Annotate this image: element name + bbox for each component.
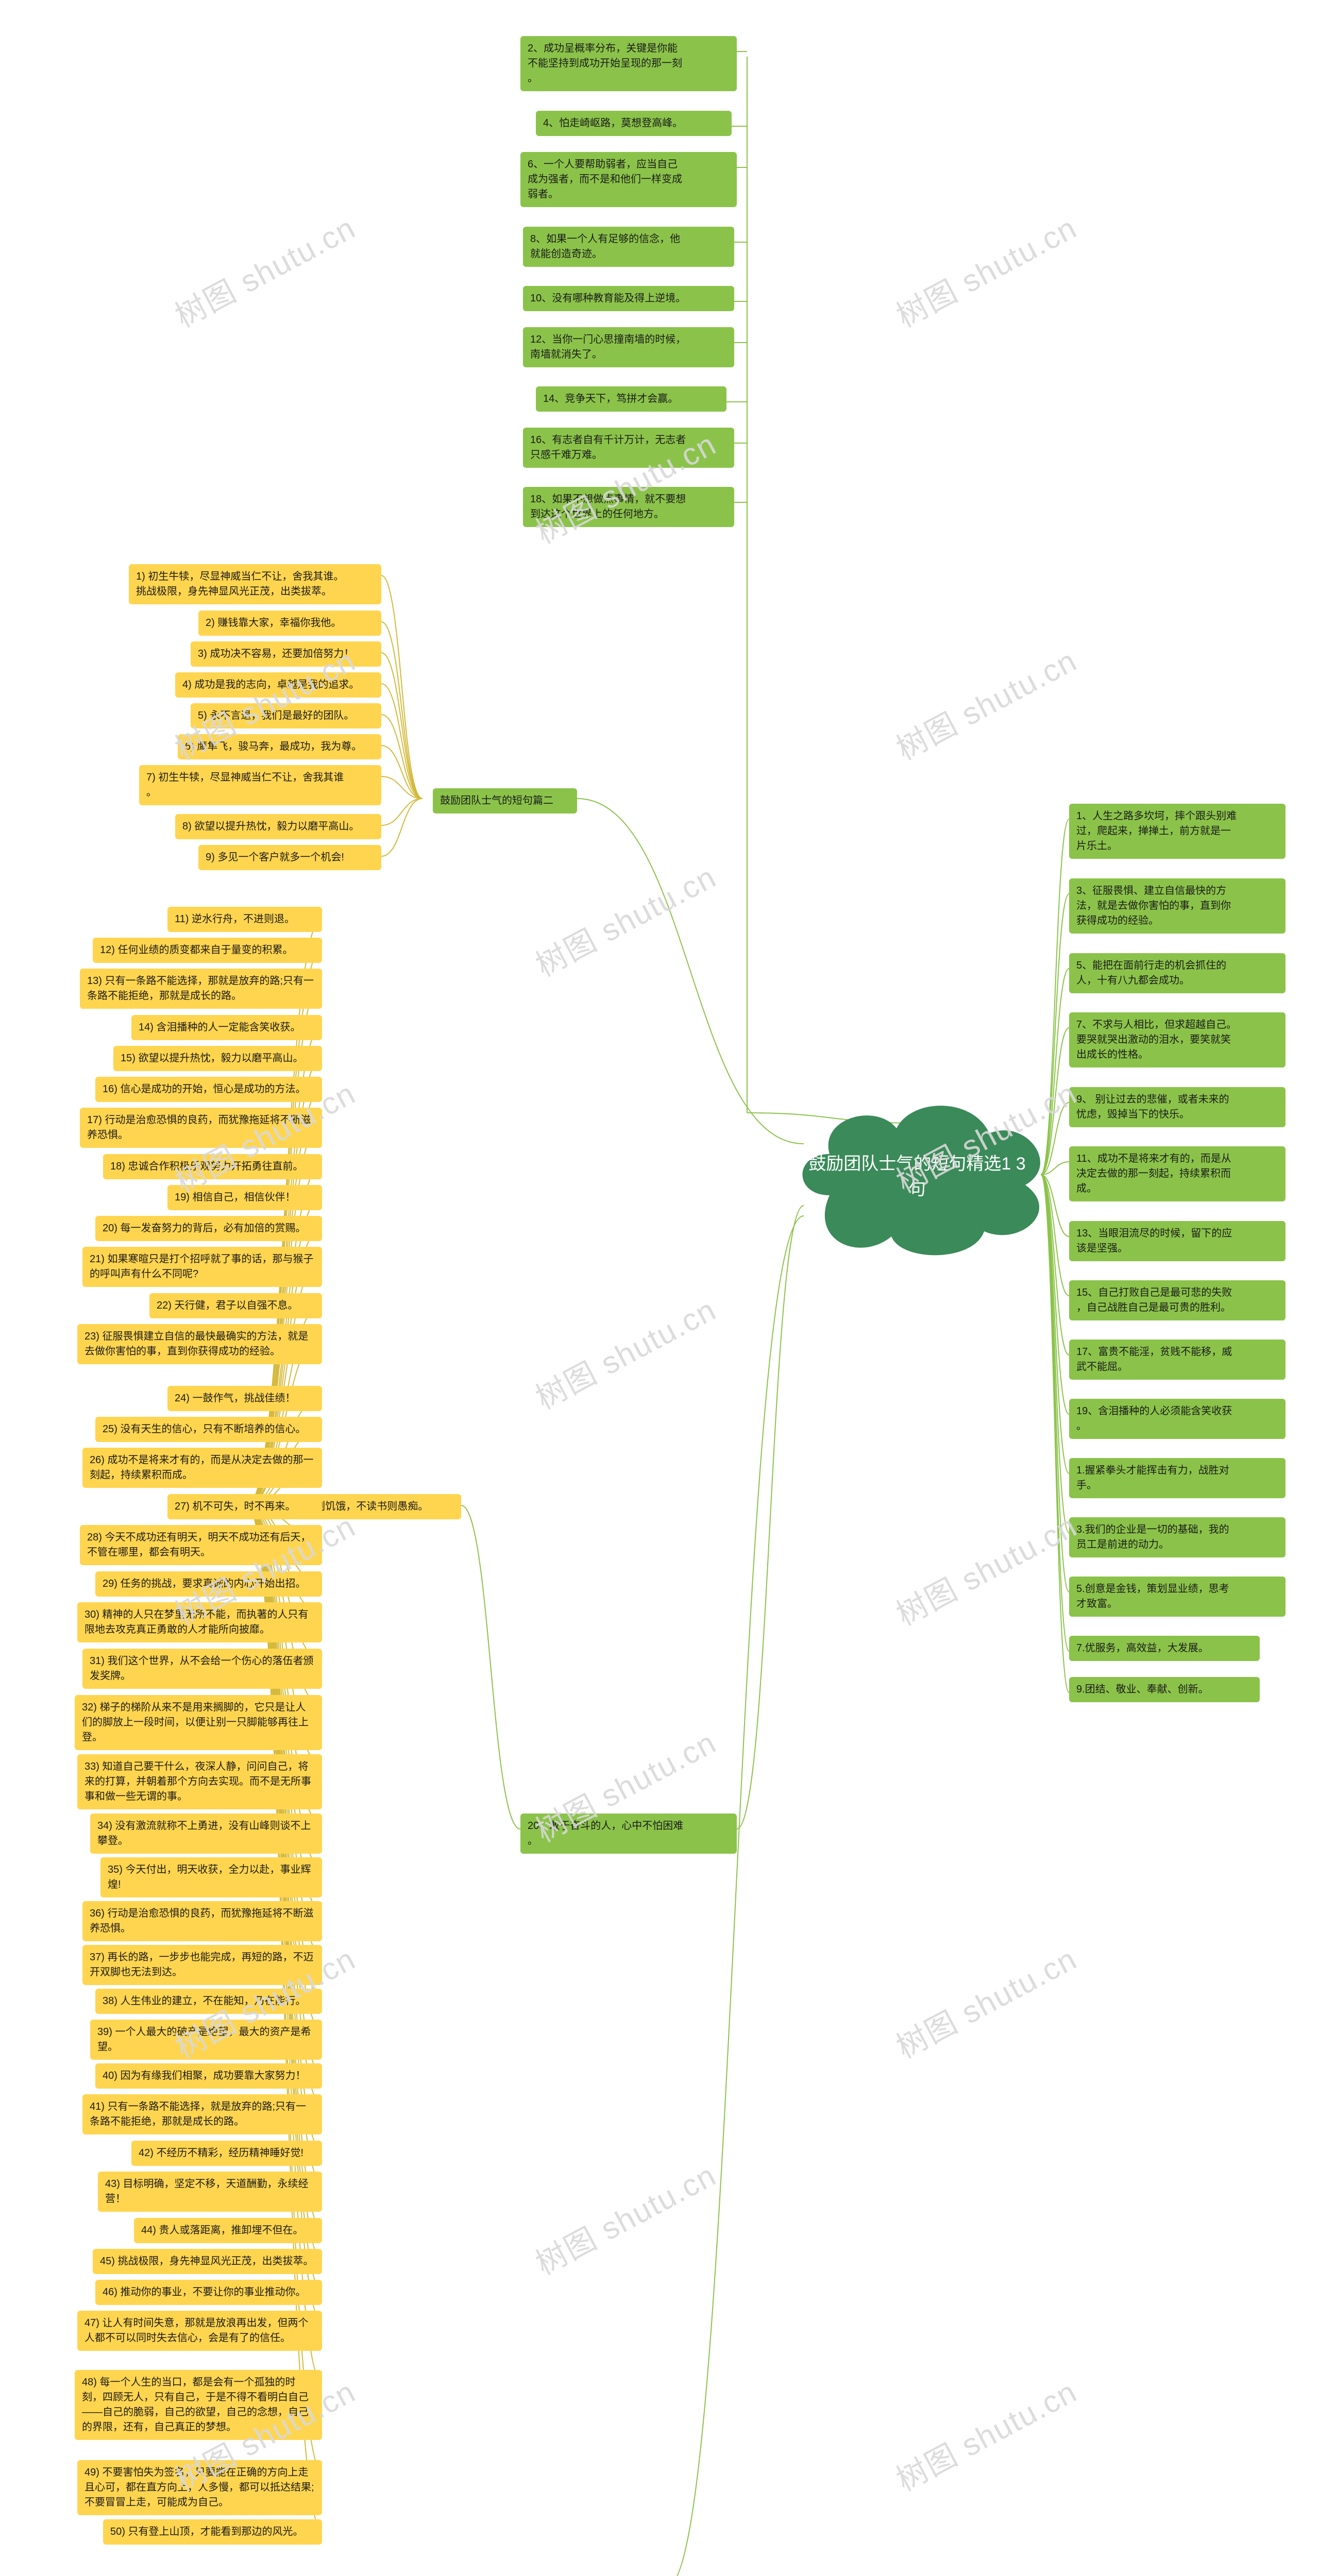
watermark: 树图 shutu.cn [527,1285,723,1418]
watermark: 树图 shutu.cn [527,2151,723,2284]
watermark: 树图 shutu.cn [887,1502,1084,1635]
watermark: 树图 shutu.cn [166,2367,362,2500]
watermark: 树图 shutu.cn [166,1935,362,2067]
watermark: 树图 shutu.cn [887,204,1084,336]
watermark: 树图 shutu.cn [166,1502,362,1635]
watermark: 树图 shutu.cn [527,420,723,553]
watermark-layer: 树图 shutu.cn 树图 shutu.cn 树图 shutu.cn 树图 shut… [0,0,1319,2576]
watermark: 树图 shutu.cn [887,1069,1084,1202]
watermark: 树图 shutu.cn [887,636,1084,769]
watermark: 树图 shutu.cn [527,1718,723,1851]
watermark: 树图 shutu.cn [527,853,723,986]
watermark: 树图 shutu.cn [166,204,362,336]
watermark: 树图 shutu.cn [166,1069,362,1202]
watermark: 树图 shutu.cn [166,636,362,769]
watermark: 树图 shutu.cn [887,2367,1084,2500]
watermark: 树图 shutu.cn [887,1935,1084,2067]
